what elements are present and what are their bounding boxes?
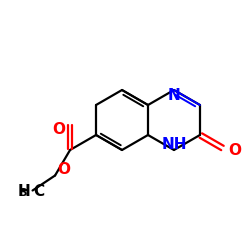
Text: O: O: [57, 162, 70, 176]
Text: H: H: [18, 184, 30, 199]
Text: O: O: [52, 122, 65, 137]
Text: C: C: [34, 184, 45, 199]
Text: 3: 3: [19, 188, 27, 198]
Text: O: O: [228, 143, 241, 158]
Text: NH: NH: [161, 137, 187, 152]
Text: N: N: [168, 88, 180, 103]
